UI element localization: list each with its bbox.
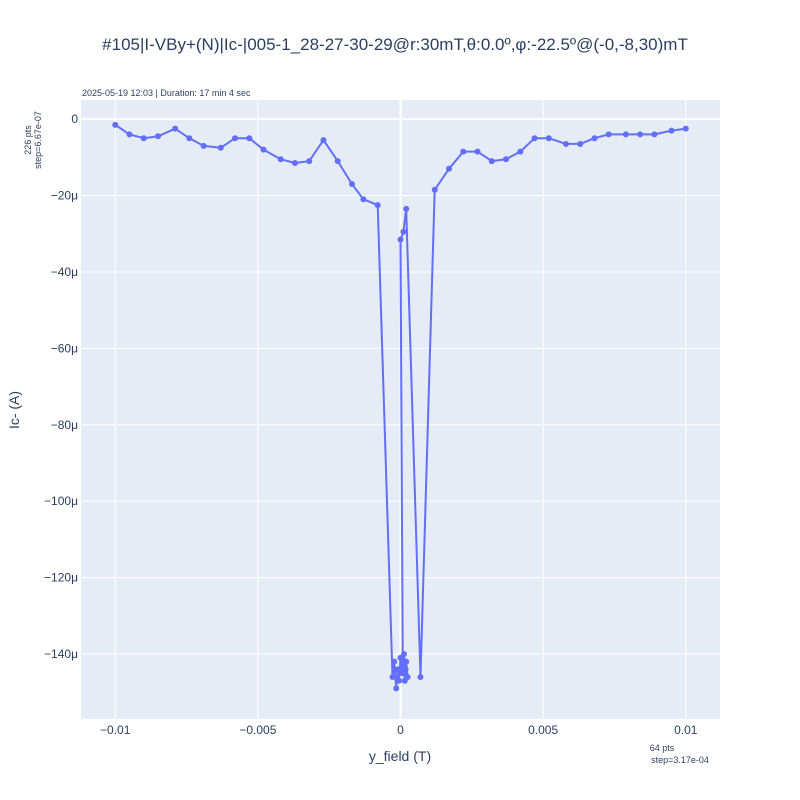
data-point — [126, 131, 133, 138]
y-tick-label: −80μ — [51, 418, 78, 432]
data-point — [399, 670, 406, 677]
data-point — [605, 131, 612, 138]
data-point — [306, 158, 313, 165]
data-point — [577, 140, 584, 147]
data-point — [200, 142, 207, 149]
data-point — [397, 654, 404, 661]
data-point — [400, 651, 407, 658]
data-point — [431, 186, 438, 193]
data-point — [591, 135, 598, 142]
y-tick-label: −100μ — [44, 494, 78, 508]
x-tick-label: 0 — [397, 723, 404, 737]
data-point — [320, 137, 327, 144]
series-layer — [112, 121, 689, 692]
y-tick-label: 0 — [71, 112, 78, 126]
data-point — [474, 148, 481, 155]
data-point — [374, 202, 381, 209]
data-point — [545, 135, 552, 142]
y-tick-label: −40μ — [51, 265, 78, 279]
x-note-line1: 64 pts — [650, 743, 675, 753]
data-point — [291, 160, 298, 167]
y-note-line2: step=6.67e-07 — [33, 111, 43, 169]
data-point — [400, 228, 407, 235]
data-point — [622, 131, 629, 138]
y-point-note: 226 pts step=6.67e-07 — [23, 111, 43, 169]
y-tick-labels: 0 −20μ −40μ −60μ −80μ −100μ −120μ −140μ — [44, 112, 78, 661]
data-point — [186, 135, 193, 142]
data-point — [391, 658, 398, 665]
data-point — [637, 131, 644, 138]
y-tick-label: −60μ — [51, 341, 78, 355]
data-point — [488, 158, 495, 165]
data-point — [562, 140, 569, 147]
data-point — [517, 148, 524, 155]
chart-title: #105|I-VBy+(N)|Ic-|005-1_28-27-30-29@r:3… — [102, 35, 688, 54]
x-note-line2: step=3.17e-04 — [651, 755, 709, 765]
data-point — [260, 146, 267, 153]
data-point — [217, 144, 224, 151]
data-point — [417, 673, 424, 680]
data-point — [349, 181, 356, 188]
data-point — [393, 685, 400, 692]
data-point — [334, 158, 341, 165]
data-point — [531, 135, 538, 142]
x-tick-label: 0.005 — [528, 723, 558, 737]
data-point — [403, 205, 410, 212]
data-point — [460, 148, 467, 155]
y-axis-title: Ic- (A) — [6, 391, 22, 429]
data-point — [232, 135, 239, 142]
data-point — [396, 677, 403, 684]
data-point — [397, 236, 404, 243]
data-point — [246, 135, 253, 142]
data-point — [389, 673, 396, 680]
chart-subtitle: 2025-05-19 12:03 | Duration: 17 min 4 se… — [82, 88, 251, 98]
data-point — [172, 125, 179, 132]
data-point — [404, 673, 411, 680]
y-tick-label: −140μ — [44, 647, 78, 661]
data-point — [445, 165, 452, 172]
data-point — [682, 125, 689, 132]
data-point — [140, 135, 147, 142]
data-point — [277, 156, 284, 163]
y-note-line1: 226 pts — [23, 125, 33, 155]
data-point — [503, 156, 510, 163]
x-tick-label: 0.01 — [674, 723, 698, 737]
x-tick-label: −0.005 — [239, 723, 276, 737]
x-axis-title: y_field (T) — [369, 748, 431, 764]
data-point — [394, 666, 401, 673]
data-point — [403, 658, 410, 665]
y-tick-label: −20μ — [51, 189, 78, 203]
data-point — [668, 127, 675, 134]
x-tick-labels: −0.01 −0.005 0 0.005 0.01 — [100, 723, 698, 737]
data-point — [360, 196, 367, 203]
x-tick-label: −0.01 — [100, 723, 131, 737]
data-point — [651, 131, 658, 138]
data-point — [155, 133, 162, 140]
data-point — [112, 121, 119, 128]
y-tick-label: −120μ — [44, 571, 78, 585]
